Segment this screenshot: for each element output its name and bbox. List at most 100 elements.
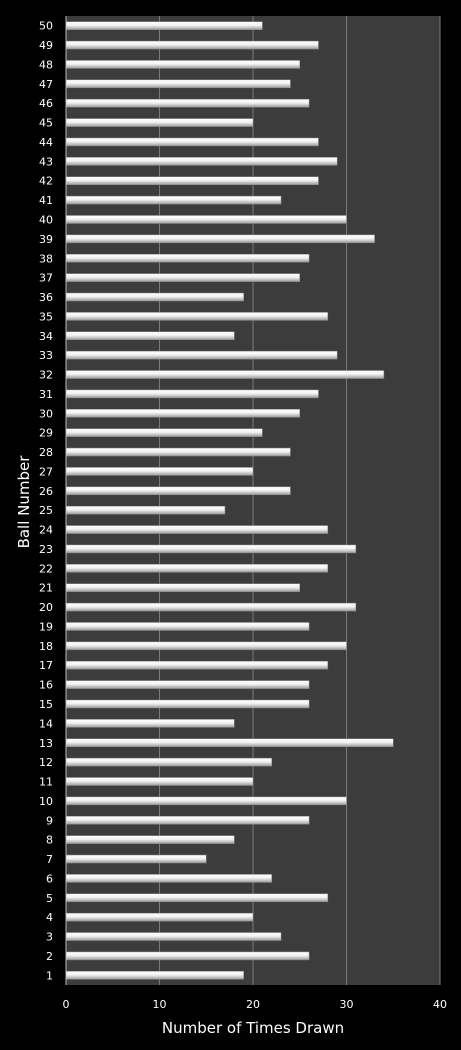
bar-43 [65,157,338,166]
bar-27 [65,467,254,476]
y-tick-label: 18 [39,640,53,653]
bar-44 [65,137,319,147]
y-tick-label: 45 [39,117,53,130]
y-tick-label: 50 [39,20,53,33]
x-tick-label: 20 [246,998,260,1011]
y-tick-label: 11 [39,776,53,789]
x-axis-tick-labels: 0 10 20 30 40 [63,998,448,1011]
y-tick-label: 21 [39,582,53,595]
bar-30 [65,409,300,418]
y-tick-label: 5 [46,892,53,905]
y-tick-label: 32 [39,369,53,382]
bar-5 [65,893,329,903]
bar-29 [65,428,263,437]
y-tick-label: 25 [39,504,53,517]
bar-40 [65,215,347,224]
bar-47 [65,79,291,89]
bar-9 [65,816,310,825]
y-tick-label: 23 [39,543,53,556]
y-axis-title: Ball Number [15,455,33,549]
y-tick-label: 35 [39,310,53,323]
y-axis-tick-labels: 1234567891011121314151617181920212223242… [39,20,53,983]
bar-32 [65,370,385,379]
y-tick-label: 8 [46,834,53,847]
bar-33 [65,350,338,360]
bar-28 [65,447,291,457]
bar-37 [65,273,300,282]
y-tick-label: 48 [39,58,53,71]
y-tick-label: 40 [39,213,53,226]
bar-45 [65,118,254,127]
y-tick-label: 2 [46,950,53,963]
y-tick-label: 49 [39,39,53,52]
x-tick-label: 10 [153,998,167,1011]
y-tick-label: 16 [39,679,53,692]
y-tick-label: 29 [39,427,53,440]
y-tick-label: 42 [39,175,53,188]
y-tick-label: 47 [39,78,53,91]
bar-25 [65,505,226,515]
bar-7 [65,854,207,864]
y-tick-label: 30 [39,407,53,420]
bar-23 [65,544,357,554]
bar-34 [65,331,235,341]
bar-20 [65,602,357,612]
y-tick-label: 14 [39,717,53,730]
bar-24 [65,525,329,534]
y-tick-label: 38 [39,252,53,265]
bar-19 [65,622,310,631]
bar-26 [65,486,291,496]
bar-42 [65,176,319,185]
y-tick-label: 26 [39,485,53,498]
x-tick-label: 40 [433,998,447,1011]
bar-16 [65,680,310,689]
y-tick-label: 12 [39,756,53,769]
bar-46 [65,98,310,108]
x-tick-label: 0 [63,998,70,1011]
bar-17 [65,660,329,670]
bars [65,21,394,980]
bar-2 [65,951,310,961]
bar-6 [65,874,272,883]
y-tick-label: 36 [39,291,53,304]
y-tick-label: 6 [46,872,53,885]
bar-35 [65,312,329,321]
y-tick-label: 43 [39,155,53,168]
y-tick-label: 27 [39,465,53,478]
bar-12 [65,757,272,767]
y-tick-label: 15 [39,698,53,711]
bar-39 [65,234,375,244]
y-tick-label: 41 [39,194,53,207]
y-tick-label: 37 [39,272,53,285]
y-tick-label: 34 [39,330,53,343]
y-tick-label: 31 [39,388,53,401]
y-tick-label: 33 [39,349,53,362]
y-tick-label: 13 [39,737,53,750]
bar-22 [65,564,329,573]
y-tick-label: 17 [39,659,53,672]
bar-8 [65,835,235,844]
bar-3 [65,932,282,941]
bar-1 [65,971,244,980]
bar-36 [65,292,244,302]
x-axis-title: Number of Times Drawn [162,1019,344,1037]
bar-21 [65,583,300,592]
y-tick-label: 10 [39,795,53,808]
bar-48 [65,60,300,69]
y-tick-label: 4 [46,911,53,924]
bar-15 [65,699,310,709]
y-tick-label: 1 [46,969,53,982]
y-tick-label: 19 [39,620,53,633]
bar-14 [65,719,235,728]
bar-31 [65,389,319,399]
bar-41 [65,195,282,205]
x-tick-label: 30 [340,998,354,1011]
bar-11 [65,777,254,786]
y-tick-label: 39 [39,233,53,246]
bar-38 [65,254,310,263]
bar-50 [65,21,263,30]
bar-13 [65,738,394,747]
y-tick-label: 3 [46,931,53,944]
y-tick-label: 20 [39,601,53,614]
